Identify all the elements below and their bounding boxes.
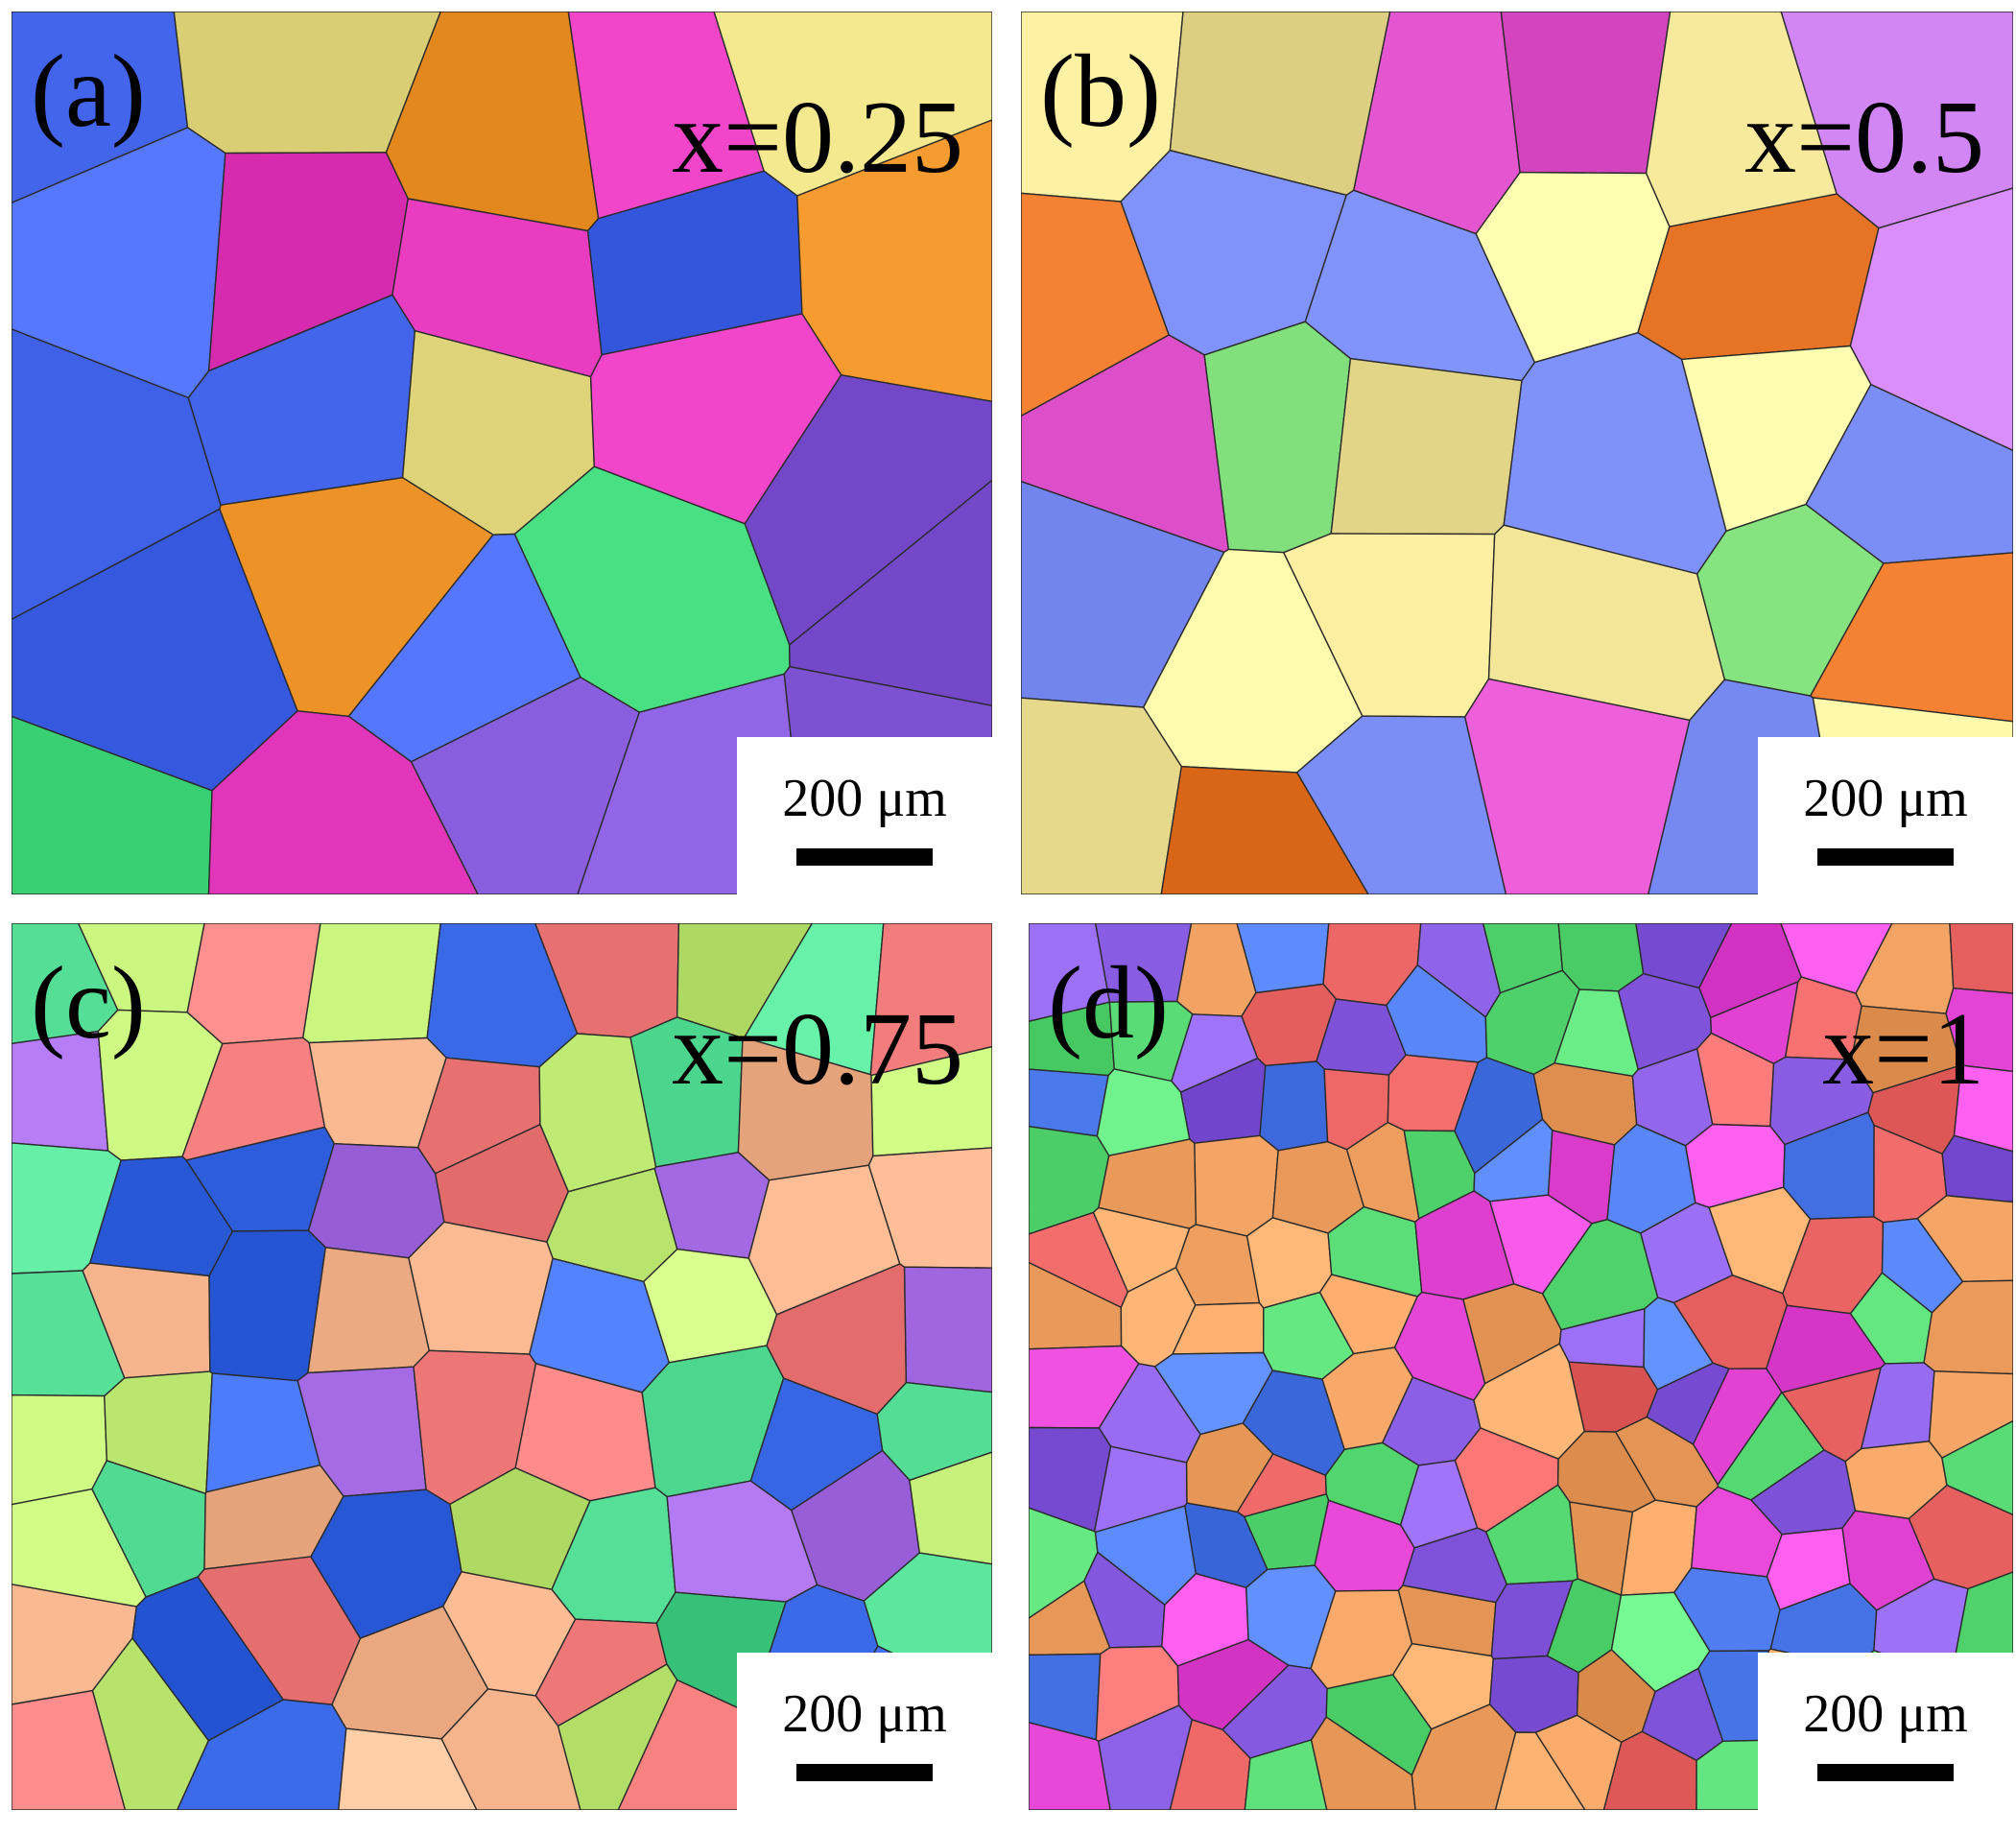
grain: [1259, 1060, 1329, 1152]
scale-bar-d: [1817, 1764, 1954, 1781]
scale-bar-box-b: 200 μm: [1758, 737, 2013, 894]
grain: [408, 1221, 554, 1355]
grain: [1949, 923, 2013, 994]
panel-label-d: (d): [1048, 946, 1169, 1060]
scale-bar-text-d: 200 μm: [1803, 1684, 1968, 1744]
grain: [1941, 1134, 2013, 1203]
scale-bar-box-d: 200 μm: [1758, 1653, 2013, 1810]
micrograph-panel-b: (b) x=0.5 200 μm: [1021, 12, 2013, 894]
grain: [1029, 1068, 1109, 1137]
grain: [1203, 321, 1352, 554]
grain-map-d: [1029, 923, 2013, 1810]
scale-bar-text-a: 200 μm: [782, 769, 947, 828]
composition-label-a: x=0.25: [672, 81, 963, 195]
composition-label-c: x=0.75: [672, 992, 963, 1107]
grain: [186, 923, 321, 1045]
grain: [1500, 12, 1672, 175]
grain: [1916, 1195, 2013, 1283]
grain-map-b: [1021, 12, 2013, 894]
scale-bar-c: [796, 1764, 933, 1781]
grain: [307, 1142, 445, 1259]
scale-bar-box-c: 200 μm: [737, 1653, 992, 1810]
scale-bar-b: [1817, 848, 1954, 866]
composition-label-b: x=0.5: [1744, 81, 1984, 195]
grain: [903, 1266, 992, 1393]
scale-bar-text-b: 200 μm: [1803, 769, 1968, 828]
panel-label-c: (c): [31, 946, 146, 1060]
grain: [208, 1229, 327, 1382]
micrograph-panel-c: (c) x=0.75 200 μm: [12, 923, 992, 1810]
scale-bar-text-c: 200 μm: [782, 1684, 947, 1744]
panel-label-a: (a): [31, 35, 146, 149]
scale-bar-box-a: 200 μm: [737, 737, 992, 894]
grain-map-a: [12, 12, 992, 894]
grain: [302, 923, 441, 1044]
grain: [1330, 357, 1523, 536]
scale-bar-a: [796, 848, 933, 866]
micrograph-panel-d: (d) x=1 200 μm: [1029, 923, 2013, 1810]
grain: [1194, 1134, 1279, 1237]
panel-label-b: (b): [1040, 35, 1161, 149]
composition-label-d: x=1: [1822, 992, 1984, 1107]
micrograph-panel-a: (a) x=0.25 200 μm: [12, 12, 992, 894]
